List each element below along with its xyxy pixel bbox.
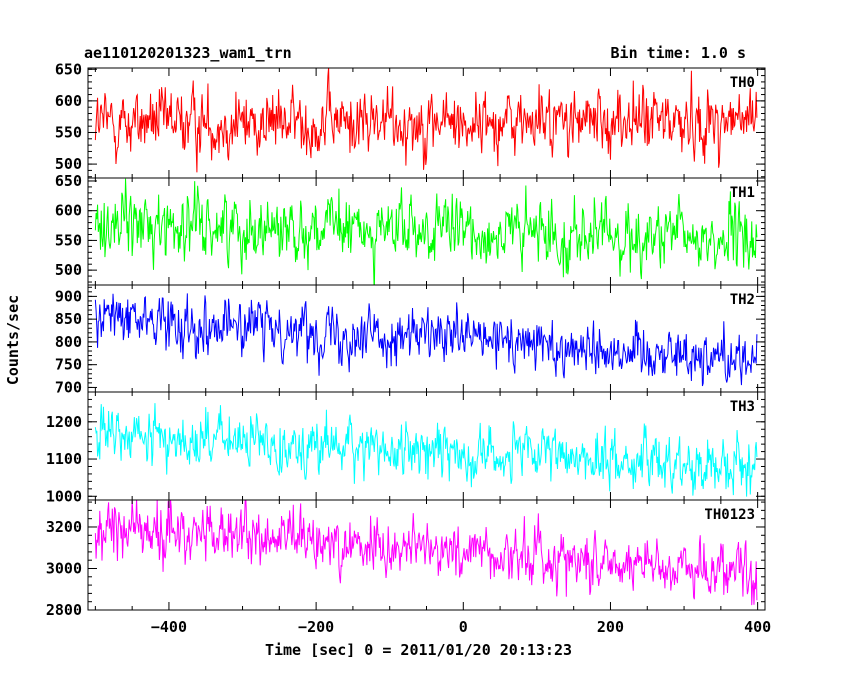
panel-th0123: 2800 3000 3200 TH0123 — [46, 499, 766, 619]
panel-label: TH3 — [730, 399, 755, 415]
y-tick-label: 1200 — [46, 413, 82, 431]
y-tick-label: 3200 — [46, 518, 82, 536]
panel-label: TH0123 — [704, 507, 755, 523]
x-tick-label: −200 — [298, 618, 334, 636]
y-tick-label: 900 — [55, 287, 82, 305]
y-tick-label: 1100 — [46, 450, 82, 468]
series-line-th0123 — [94, 500, 758, 606]
panel-frame — [87, 499, 766, 611]
y-tick-label: 650 — [55, 172, 82, 190]
observation-title: ae110120201323_wam1_trn — [84, 44, 292, 62]
y-tick-label: 700 — [55, 378, 82, 396]
y-tick-label: 550 — [55, 123, 82, 141]
y-tick-label: 550 — [55, 231, 82, 249]
panel-label: TH0 — [730, 75, 755, 91]
y-tick-label: 3000 — [46, 559, 82, 577]
panel-th1: 500 550 600 650 TH1 — [55, 172, 766, 286]
y-axis-title: Counts/sec — [4, 295, 22, 385]
y-tick-label: 600 — [55, 202, 82, 220]
series-line-th0 — [94, 68, 758, 173]
series-line-th2 — [94, 293, 758, 387]
y-tick-label: 750 — [55, 356, 82, 374]
panel-th0: 500 550 600 650 TH0 — [55, 60, 766, 179]
series-line-th1 — [94, 178, 758, 285]
x-tick-label: 400 — [744, 618, 771, 636]
panel-th3: 1000 1100 1200 TH3 — [46, 391, 766, 505]
y-tick-label: 500 — [55, 155, 82, 173]
y-tick-label: 2800 — [46, 601, 82, 619]
y-tick-label: 500 — [55, 261, 82, 279]
x-tick-label: −400 — [151, 618, 187, 636]
x-tick-label: 200 — [597, 618, 624, 636]
bin-time-label: Bin time: 1.0 s — [610, 44, 746, 62]
y-tick-label: 600 — [55, 92, 82, 110]
y-tick-label: 800 — [55, 333, 82, 351]
y-tick-label: 1000 — [46, 487, 82, 505]
panel-label: TH2 — [730, 292, 755, 308]
series-line-th3 — [94, 403, 758, 497]
y-tick-label: 650 — [55, 60, 82, 78]
x-axis-title: Time [sec] 0 = 2011/01/20 20:13:23 — [265, 641, 572, 659]
y-tick-label: 850 — [55, 310, 82, 328]
panel-th2: 700 750 800 850 900 TH2 — [55, 284, 766, 396]
x-tick-label: 0 — [459, 618, 468, 636]
panel-label: TH1 — [730, 185, 755, 201]
